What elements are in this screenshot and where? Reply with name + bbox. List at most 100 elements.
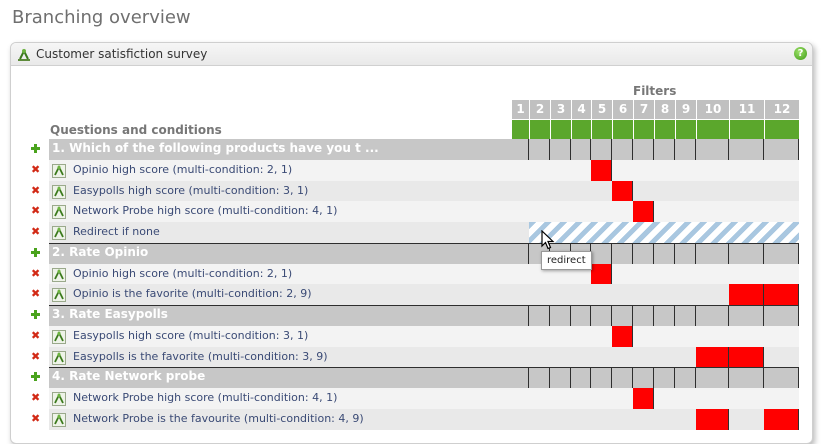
condition-icon[interactable] xyxy=(52,391,66,410)
filter-column-6[interactable]: 6 xyxy=(612,100,633,119)
question-grid-cell[interactable] xyxy=(633,367,654,388)
branch-cell-active[interactable] xyxy=(696,408,729,430)
question-grid-cell[interactable] xyxy=(764,139,799,160)
question-grid-cell[interactable] xyxy=(696,139,729,160)
question-grid-cell[interactable] xyxy=(571,367,591,388)
condition-label[interactable]: Opinio high score (multi-condition: 2, 1… xyxy=(73,162,293,176)
question-grid-cell[interactable] xyxy=(675,305,696,326)
question-grid-cell[interactable] xyxy=(633,139,654,160)
question-grid-cell[interactable] xyxy=(591,367,612,388)
branch-cell-active[interactable] xyxy=(729,346,764,368)
condition-icon[interactable] xyxy=(52,350,66,369)
question-grid-cell[interactable] xyxy=(591,242,612,264)
question-grid-cell[interactable] xyxy=(571,139,591,160)
question-grid-cell[interactable] xyxy=(696,367,729,388)
filter-column-5[interactable]: 5 xyxy=(591,100,612,119)
question-grid-cell[interactable] xyxy=(591,139,612,160)
filter-column-2[interactable]: 2 xyxy=(529,100,550,119)
question-grid-cell[interactable] xyxy=(511,305,529,326)
question-grid-cell[interactable] xyxy=(764,305,799,326)
question-grid-cell[interactable] xyxy=(550,367,571,388)
condition-icon[interactable] xyxy=(52,184,66,203)
branch-cell-active[interactable] xyxy=(764,408,799,430)
delete-condition-icon[interactable]: ✖ xyxy=(31,183,41,197)
question-grid-cell[interactable] xyxy=(550,139,571,160)
question-grid-cell[interactable] xyxy=(729,242,764,264)
question-grid-cell[interactable] xyxy=(654,139,675,160)
filter-column-11[interactable]: 11 xyxy=(729,100,764,119)
branch-cell-active[interactable] xyxy=(633,201,654,222)
filter-column-1[interactable]: 1 xyxy=(511,100,529,119)
branch-cell-active[interactable] xyxy=(591,159,612,181)
filter-column-12[interactable]: 12 xyxy=(764,100,799,119)
delete-condition-icon[interactable]: ✖ xyxy=(31,328,41,342)
filter-column-10[interactable]: 10 xyxy=(696,100,729,119)
condition-label[interactable]: Redirect if none xyxy=(73,225,160,238)
question-grid-cell[interactable] xyxy=(529,367,550,388)
branch-cell-active[interactable] xyxy=(764,284,799,305)
question-grid-cell[interactable] xyxy=(633,305,654,326)
question-grid-cell[interactable] xyxy=(729,367,764,388)
question-grid-cell[interactable] xyxy=(654,242,675,264)
question-grid-cell[interactable] xyxy=(696,242,729,264)
question-grid-cell[interactable] xyxy=(696,305,729,326)
condition-label[interactable]: Network Probe high score (multi-conditio… xyxy=(73,204,338,218)
question-grid-cell[interactable] xyxy=(612,242,633,264)
delete-condition-icon[interactable]: ✖ xyxy=(31,391,41,404)
delete-condition-icon[interactable]: ✖ xyxy=(31,162,41,176)
question-grid-cell[interactable] xyxy=(571,305,591,326)
condition-icon[interactable] xyxy=(52,204,66,223)
filter-column-7[interactable]: 7 xyxy=(633,100,654,119)
question-grid-cell[interactable] xyxy=(511,367,529,388)
delete-condition-icon[interactable]: ✖ xyxy=(31,349,41,363)
add-condition-icon[interactable] xyxy=(31,144,40,153)
branch-cell-active[interactable] xyxy=(612,180,633,202)
add-condition-icon[interactable] xyxy=(31,372,40,382)
question-grid-cell[interactable] xyxy=(729,305,764,326)
branch-cell-active[interactable] xyxy=(591,263,612,285)
condition-label[interactable]: Opinio is the favorite (multi-condition:… xyxy=(73,287,312,301)
delete-condition-icon[interactable]: ✖ xyxy=(31,225,41,238)
condition-icon[interactable] xyxy=(52,163,66,182)
question-grid-cell[interactable] xyxy=(550,305,571,326)
question-grid-cell[interactable] xyxy=(654,305,675,326)
question-grid-cell[interactable] xyxy=(511,139,529,160)
question-grid-cell[interactable] xyxy=(675,242,696,264)
question-grid-cell[interactable] xyxy=(529,305,550,326)
branch-cell-active[interactable] xyxy=(633,388,654,409)
question-grid-cell[interactable] xyxy=(675,367,696,388)
condition-icon[interactable] xyxy=(52,287,66,306)
redirect-hatch[interactable] xyxy=(529,222,799,243)
question-grid-cell[interactable] xyxy=(654,367,675,388)
add-condition-icon[interactable] xyxy=(31,310,40,319)
question-grid-cell[interactable] xyxy=(675,139,696,160)
condition-label[interactable]: Easypolls is the favorite (multi-conditi… xyxy=(73,349,328,363)
add-condition-icon[interactable] xyxy=(31,247,40,257)
filter-column-9[interactable]: 9 xyxy=(675,100,696,119)
condition-label[interactable]: Network Probe is the favourite (multi-co… xyxy=(73,411,364,425)
condition-label[interactable]: Network Probe high score (multi-conditio… xyxy=(73,391,338,404)
question-grid-cell[interactable] xyxy=(612,367,633,388)
delete-condition-icon[interactable]: ✖ xyxy=(31,411,41,425)
question-grid-cell[interactable] xyxy=(633,242,654,264)
question-grid-cell[interactable] xyxy=(529,139,550,160)
question-grid-cell[interactable] xyxy=(764,242,799,264)
filter-column-8[interactable]: 8 xyxy=(654,100,675,119)
question-grid-cell[interactable] xyxy=(612,139,633,160)
condition-icon[interactable] xyxy=(52,225,66,244)
question-grid-cell[interactable] xyxy=(764,367,799,388)
filter-column-4[interactable]: 4 xyxy=(571,100,591,119)
branch-cell-active[interactable] xyxy=(612,325,633,347)
condition-label[interactable]: Opinio high score (multi-condition: 2, 1… xyxy=(73,266,293,280)
question-grid-cell[interactable] xyxy=(729,139,764,160)
delete-condition-icon[interactable]: ✖ xyxy=(31,204,41,218)
branch-cell-active[interactable] xyxy=(696,346,729,368)
delete-condition-icon[interactable]: ✖ xyxy=(31,287,41,301)
question-grid-cell[interactable] xyxy=(612,305,633,326)
branch-cell-active[interactable] xyxy=(729,284,764,305)
question-grid-cell[interactable] xyxy=(511,242,529,264)
condition-icon[interactable] xyxy=(52,267,66,286)
condition-icon[interactable] xyxy=(52,412,66,431)
delete-condition-icon[interactable]: ✖ xyxy=(31,266,41,280)
condition-icon[interactable] xyxy=(52,329,66,348)
